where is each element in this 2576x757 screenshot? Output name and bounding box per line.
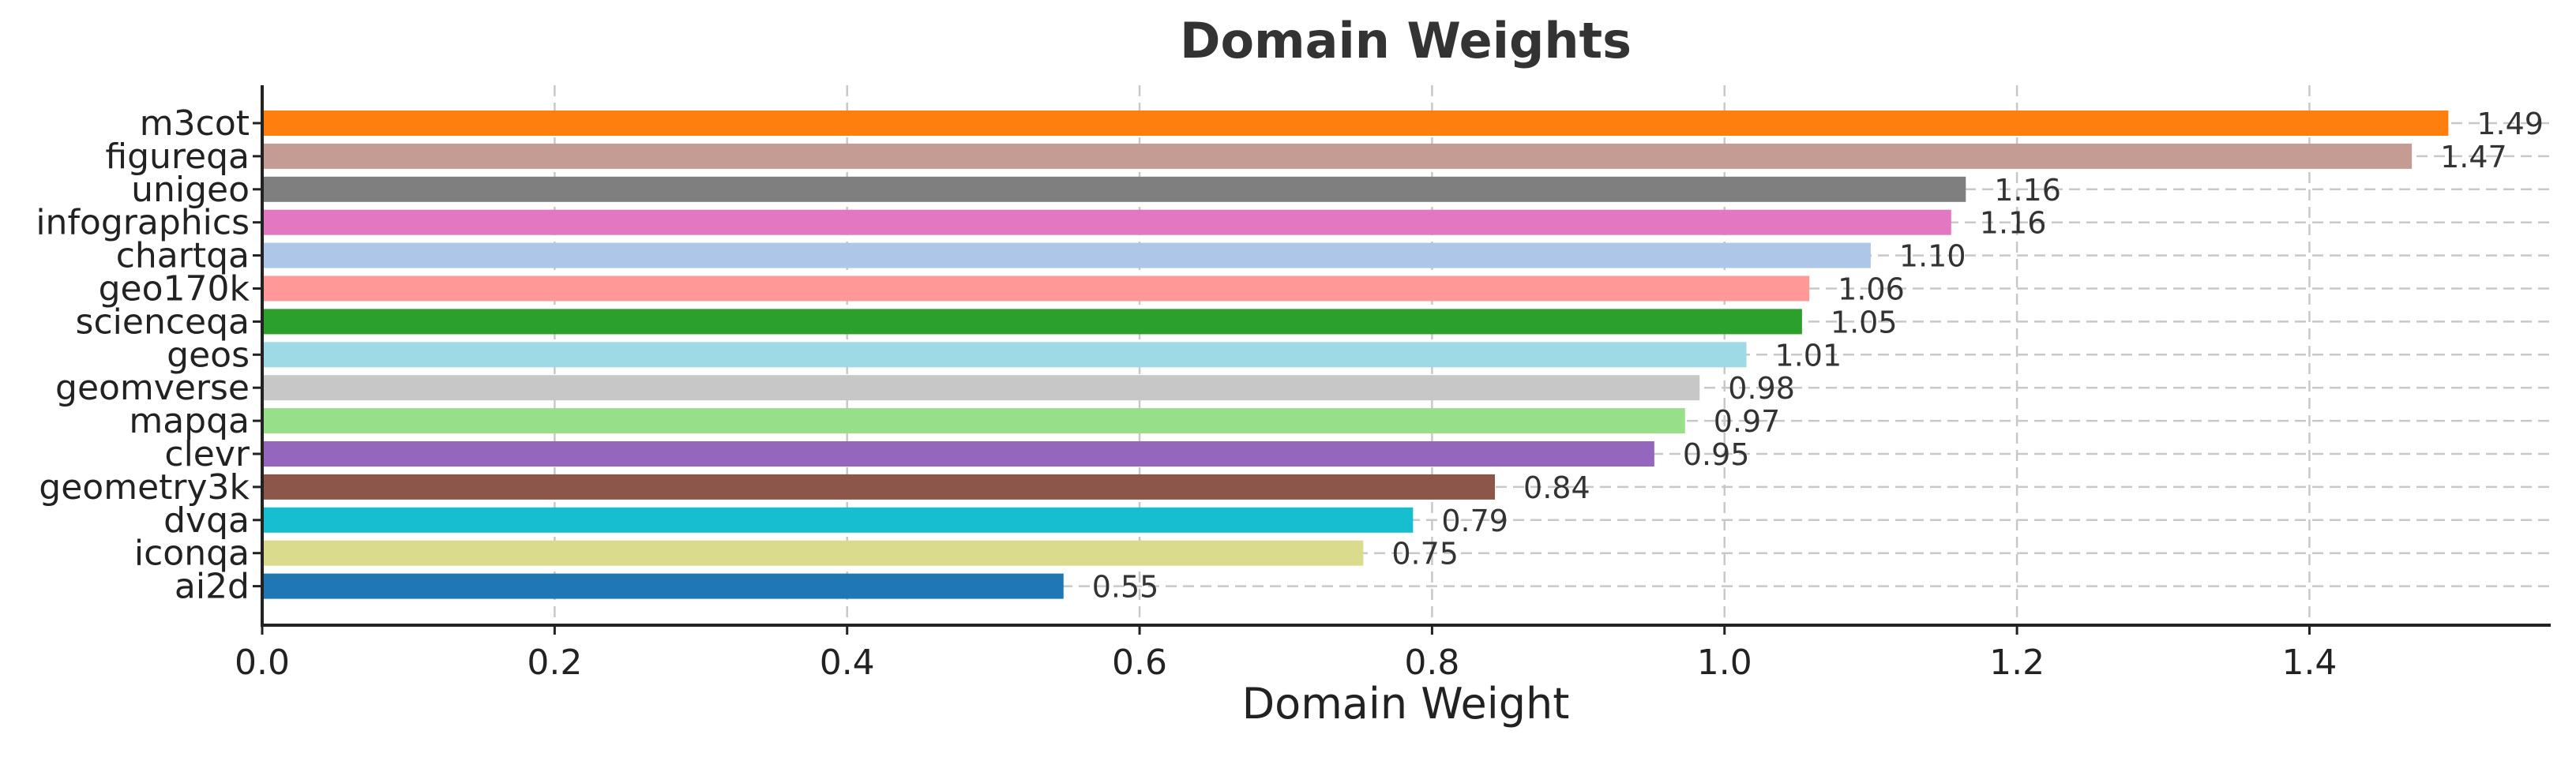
category-label-scienceqa: scienceqa (76, 302, 250, 342)
category-label-geo170k: geo170k (99, 269, 250, 309)
x-tick-label: 0.6 (1112, 643, 1167, 683)
bar-ai2d (262, 573, 1064, 599)
category-labels: m3cotfigureqaunigeoinfographicschartqage… (36, 103, 262, 607)
bars (262, 111, 2449, 599)
category-label-dvqa: dvqa (163, 500, 250, 541)
category-label-geomverse: geomverse (55, 368, 250, 408)
x-tick-label: 0.4 (820, 643, 875, 683)
category-label-mapqa: mapqa (129, 401, 250, 441)
bar-geos (262, 342, 1747, 368)
bar-geometry3k (262, 474, 1496, 500)
x-ticks: 0.0 0.2 0.4 0.6 0.8 1.0 1.2 1.4 (235, 625, 2337, 683)
value-label-chartqa: 1.10 (1899, 239, 1966, 274)
chart-title: Domain Weights (1180, 12, 1632, 69)
bar-chartqa (262, 242, 1871, 268)
bar-figureqa (262, 143, 2413, 169)
category-label-figureqa: figureqa (105, 137, 250, 177)
category-label-unigeo: unigeo (131, 170, 250, 210)
x-tick-label: 0.2 (527, 643, 582, 683)
bar-mapqa (262, 408, 1685, 434)
value-label-m3cot: 1.49 (2476, 107, 2544, 141)
value-label-scienceqa: 1.05 (1831, 305, 1898, 339)
category-label-ai2d: ai2d (175, 567, 250, 607)
x-tick-label: 1.0 (1697, 643, 1752, 683)
value-label-dvqa: 0.79 (1441, 504, 1508, 538)
value-label-clevr: 0.95 (1683, 437, 1750, 472)
value-label-geomverse: 0.98 (1728, 371, 1795, 406)
value-label-mapqa: 0.97 (1714, 404, 1781, 439)
value-label-unigeo: 1.16 (1994, 173, 2061, 208)
bar-geo170k (262, 275, 1810, 302)
x-tick-label: 0.8 (1404, 643, 1459, 683)
value-label-ai2d: 0.55 (1092, 570, 1159, 605)
category-label-geos: geos (167, 335, 250, 375)
bar-iconqa (262, 540, 1364, 566)
x-tick-label: 1.4 (2281, 643, 2337, 683)
value-label-geo170k: 1.06 (1838, 272, 1905, 307)
value-labels: 1.491.47 1.161.16 1.101.061.051.010.980.97… (1092, 107, 2544, 605)
bar-geomverse (262, 375, 1700, 401)
bar-unigeo (262, 176, 1966, 202)
category-label-clevr: clevr (164, 434, 250, 474)
value-label-iconqa: 0.75 (1391, 537, 1459, 571)
category-label-m3cot: m3cot (140, 103, 250, 144)
bar-infographics (262, 209, 1951, 235)
value-label-geometry3k: 0.84 (1523, 470, 1590, 505)
category-label-iconqa: iconqa (134, 534, 250, 574)
value-label-geos: 1.01 (1775, 338, 1842, 373)
value-label-figureqa: 1.47 (2440, 140, 2507, 174)
x-tick-label: 0.0 (235, 643, 290, 683)
bar-clevr (262, 441, 1654, 467)
category-label-infographics: infographics (36, 203, 250, 243)
x-axis-label: Domain Weight (1242, 679, 1570, 729)
bar-m3cot (262, 111, 2449, 136)
bar-scienceqa (262, 309, 1802, 335)
category-label-geometry3k: geometry3k (39, 467, 250, 508)
value-label-infographics: 1.16 (1980, 206, 2047, 241)
category-label-chartqa: chartqa (116, 236, 250, 276)
x-tick-label: 1.2 (1989, 643, 2045, 683)
bar-dvqa (262, 507, 1414, 533)
